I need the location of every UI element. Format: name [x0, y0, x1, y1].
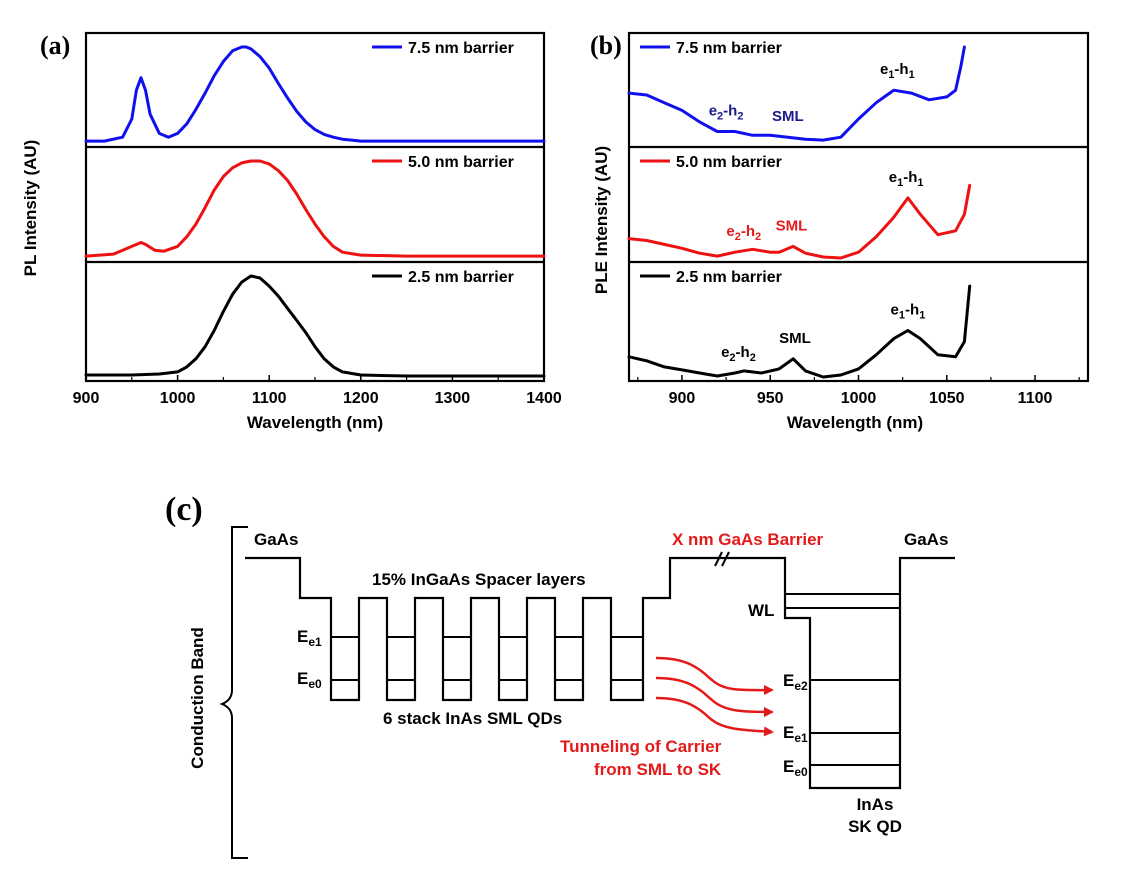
panel-a-x-tick-label: 1100 [252, 390, 287, 407]
panel-b-series-2-line [627, 183, 972, 260]
panel-b-annotation-3-1: e2-h2 [721, 344, 756, 364]
panel-b-series-3-line [627, 284, 972, 379]
wetting-layer-levels [785, 593, 900, 609]
tunneling-label-line2: from SML to SK [594, 760, 722, 779]
panel-b-annotation-3-3: e1-h1 [891, 302, 926, 322]
spacer-label: 15% InGaAs Spacer layers [372, 570, 586, 589]
sml-level-label-e0: Ee0 [297, 669, 322, 691]
panel-a-series-3-line [84, 274, 546, 378]
sml-level-label-e1: Ee1 [297, 627, 322, 649]
sml-stack-label: 6 stack InAs SML QDs [383, 709, 562, 728]
barrier-label: X nm GaAs Barrier [672, 530, 824, 549]
conduction-band-label: Conduction Band [188, 627, 207, 769]
band-edge-profile [245, 556, 955, 790]
gaas-right-label: GaAs [904, 530, 948, 549]
tunneling-arrows [655, 656, 774, 737]
panel-c-label: (c) [165, 491, 203, 528]
panel-b-annotation-1-3: e1-h1 [880, 61, 915, 81]
panel-b-annotation-1-1: e2-h2 [709, 102, 744, 122]
panel-a-x-axis-label: Wavelength (nm) [247, 413, 383, 432]
panel-a-x-tick-label: 1300 [435, 390, 471, 407]
sml-energy-levels [331, 636, 643, 681]
panel-b-series-1-line [627, 45, 966, 142]
panel-b-x-tick-label: 950 [757, 390, 784, 407]
panel-a: (a) PL Intensity (AU) Wavelength (nm) 90… [21, 31, 562, 432]
panel-b-x-tick-label: 1050 [929, 390, 965, 407]
tunneling-arrow-2 [655, 676, 774, 717]
panel-a-x-tick-label: 1200 [343, 390, 379, 407]
panel-a-series-2-line [84, 159, 546, 258]
sk-qd-label-line2: SK QD [848, 817, 902, 836]
sk-qd-label-line1: InAs [857, 795, 894, 814]
panel-a-legend-label-3: 2.5 nm barrier [408, 269, 514, 286]
panel-b-x-axis-label: Wavelength (nm) [787, 413, 923, 432]
wl-label: WL [748, 601, 774, 620]
panel-b: (b) PLE Intensity (AU) Wavelength (nm) 9… [590, 31, 1090, 432]
conduction-band-brace [219, 526, 248, 859]
panel-b-x-tick-label: 1000 [841, 390, 877, 407]
panel-b-legend-label-3: 2.5 nm barrier [676, 269, 782, 286]
panel-b-label: (b) [590, 31, 622, 60]
sk-level-label-e1: Ee1 [783, 723, 808, 745]
panel-b-y-axis-label: PLE Intensity (AU) [592, 146, 611, 294]
panel-b-annotation-1-2: SML [772, 108, 804, 125]
tunneling-arrow-1 [655, 656, 774, 696]
tunneling-arrow-3 [655, 696, 774, 737]
panel-b-x-tick-label: 1100 [1018, 390, 1053, 407]
sk-level-label-e0: Ee0 [783, 757, 808, 779]
panel-a-x-tick-label: 1400 [526, 390, 562, 407]
panel-b-annotation-2-1: e2-h2 [726, 223, 761, 243]
panel-b-legend-label-2: 5.0 nm barrier [676, 154, 782, 171]
sk-level-label-e2: Ee2 [783, 671, 808, 693]
panel-a-legend-label-1: 7.5 nm barrier [408, 40, 514, 57]
panel-a-label: (a) [40, 31, 70, 60]
panel-a-y-axis-label: PL Intensity (AU) [21, 140, 40, 277]
panel-a-series-1-line [84, 45, 546, 143]
panel-b-legend-label-1: 7.5 nm barrier [676, 40, 782, 57]
panel-a-x-tick-label: 1000 [160, 390, 196, 407]
tunneling-label-line1: Tunneling of Carrier [560, 737, 722, 756]
barrier-break-marks [714, 551, 730, 567]
panel-b-annotation-3-2: SML [779, 330, 811, 347]
panel-b-frame [627, 31, 1090, 383]
sk-energy-levels [810, 679, 900, 766]
panel-b-x-tick-label: 900 [669, 390, 696, 407]
panel-a-x-tick-label: 900 [73, 390, 100, 407]
panel-a-frame [84, 31, 546, 383]
panel-c-band-diagram: (c) Conduction Band GaAs [165, 491, 955, 859]
panel-b-annotation-2-2: SML [776, 217, 808, 234]
panel-a-legend-label-2: 5.0 nm barrier [408, 154, 514, 171]
gaas-left-label: GaAs [254, 530, 298, 549]
panel-b-annotation-2-3: e1-h1 [889, 169, 924, 189]
